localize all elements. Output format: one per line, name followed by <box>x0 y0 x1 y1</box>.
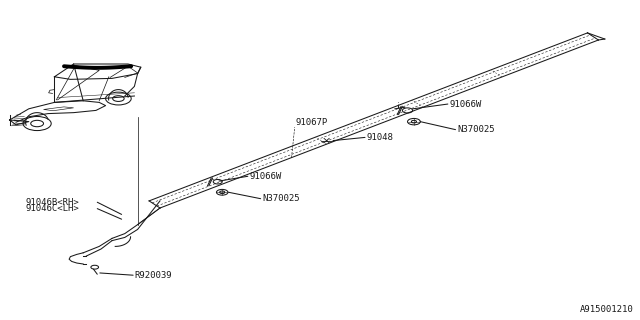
Text: 91066W: 91066W <box>449 100 481 108</box>
Text: 91067P: 91067P <box>296 117 328 127</box>
Text: A915001210: A915001210 <box>580 305 634 314</box>
Text: N370025: N370025 <box>262 194 300 203</box>
Text: 91066W: 91066W <box>249 172 282 181</box>
Text: N370025: N370025 <box>458 125 495 134</box>
Text: R920039: R920039 <box>134 271 172 280</box>
Text: 91046B<RH>: 91046B<RH> <box>26 198 79 207</box>
Text: 91046C<LH>: 91046C<LH> <box>26 204 79 213</box>
Text: 91048: 91048 <box>366 133 393 142</box>
